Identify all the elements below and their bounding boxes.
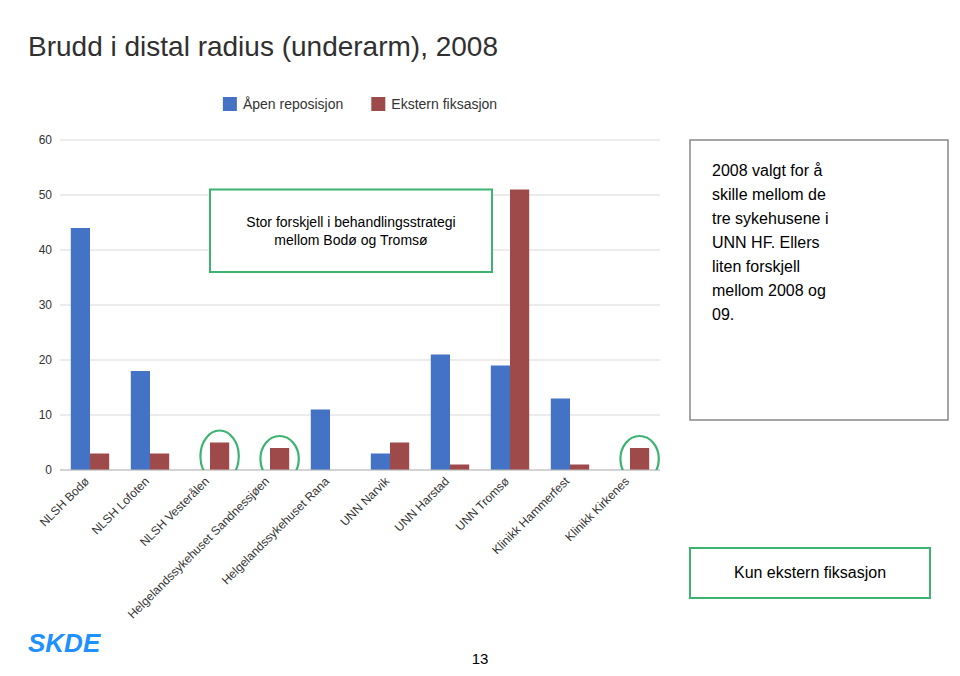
bar — [270, 448, 289, 470]
legend-swatch — [223, 97, 237, 111]
text-line: 2008 valgt for å — [712, 162, 822, 179]
text-line: UNN HF. Ellers — [712, 234, 820, 251]
title: Brudd i distal radius (underarm), 2008 — [28, 31, 498, 62]
highlight-ellipse — [620, 436, 658, 470]
text-line: 09. — [712, 306, 734, 323]
bar — [630, 448, 649, 470]
grid-line — [60, 305, 660, 306]
x-tick-label: Klinikk Kirkenes — [562, 474, 632, 544]
x-tick-label: UNN Narvik — [337, 474, 392, 529]
y-tick-label: 60 — [39, 133, 53, 147]
bar — [311, 410, 330, 471]
x-tick-label: UNN Tromsø — [453, 474, 513, 534]
x-tick-label: UNN Harstad — [392, 474, 452, 534]
grid-line — [60, 140, 660, 141]
x-axis-line — [60, 470, 660, 471]
bottom-box — [690, 548, 930, 598]
bar — [551, 399, 570, 471]
bar — [570, 465, 589, 471]
bar — [150, 454, 169, 471]
y-tick-label: 20 — [39, 353, 53, 367]
side-box — [690, 140, 948, 420]
y-tick-label: 40 — [39, 243, 53, 257]
text-line: mellom Bodø og Tromsø — [274, 232, 428, 248]
chart: Brudd i distal radius (underarm), 2008 0 1… — [0, 0, 960, 676]
text-line: tre sykehusene i — [712, 210, 829, 227]
bar — [131, 371, 150, 470]
bar — [390, 443, 409, 471]
side-box-text: 2008 valgt for å skille mellom de tre syke… — [712, 162, 829, 323]
text-line: mellom 2008 og — [712, 282, 826, 299]
text-line: skille mellom de — [712, 186, 826, 203]
page-number: 13 — [472, 650, 489, 667]
bar — [510, 190, 529, 471]
x-tick-label: Klinikk Hammerfest — [489, 474, 572, 557]
bar — [450, 465, 469, 471]
text-line: Stor forskjell i behandlingsstrategi — [246, 214, 455, 230]
annotation-text: Stor forskjell i behandlingsstrategi mell… — [246, 214, 455, 248]
x-tick-label: Helgelandssykehuset Rana — [219, 474, 332, 587]
bars — [71, 190, 649, 471]
x-tick-label: NLSH Bodø — [37, 474, 93, 530]
bar — [90, 454, 109, 471]
legend: Åpen reposisjon Ekstern fiksasjon — [223, 96, 497, 112]
legend-label: Åpen reposisjon — [243, 96, 343, 112]
text-line: liten forskjell — [712, 258, 800, 275]
y-tick-label: 0 — [45, 463, 52, 477]
bar — [71, 228, 90, 470]
x-tick-label: NLSH Lofoten — [89, 474, 152, 537]
grid-line — [60, 470, 660, 471]
bar — [431, 355, 450, 471]
y-tick-label: 50 — [39, 188, 53, 202]
logo: SKDE — [28, 628, 101, 658]
grid — [60, 140, 660, 470]
bar — [491, 366, 510, 471]
legend-swatch — [371, 97, 385, 111]
y-tick-label: 30 — [39, 298, 53, 312]
annotation-box — [210, 190, 492, 273]
bar — [371, 454, 390, 471]
x-axis: NLSH BodøNLSH LofotenNLSH VesterålenHelg… — [37, 474, 632, 622]
bar — [210, 443, 229, 471]
y-tick-label: 10 — [39, 408, 53, 422]
highlight-ellipse — [200, 431, 238, 471]
y-axis: 0 10 20 30 40 50 60 — [39, 133, 53, 477]
highlight-ellipse — [260, 436, 298, 470]
grid-line — [60, 360, 660, 361]
bottom-box-text: Kun ekstern fiksasjon — [734, 564, 886, 581]
highlights — [200, 431, 658, 471]
legend-item: Åpen reposisjon — [223, 96, 343, 112]
legend-item: Ekstern fiksasjon — [371, 96, 497, 112]
background — [0, 0, 960, 676]
legend-label: Ekstern fiksasjon — [391, 96, 497, 112]
